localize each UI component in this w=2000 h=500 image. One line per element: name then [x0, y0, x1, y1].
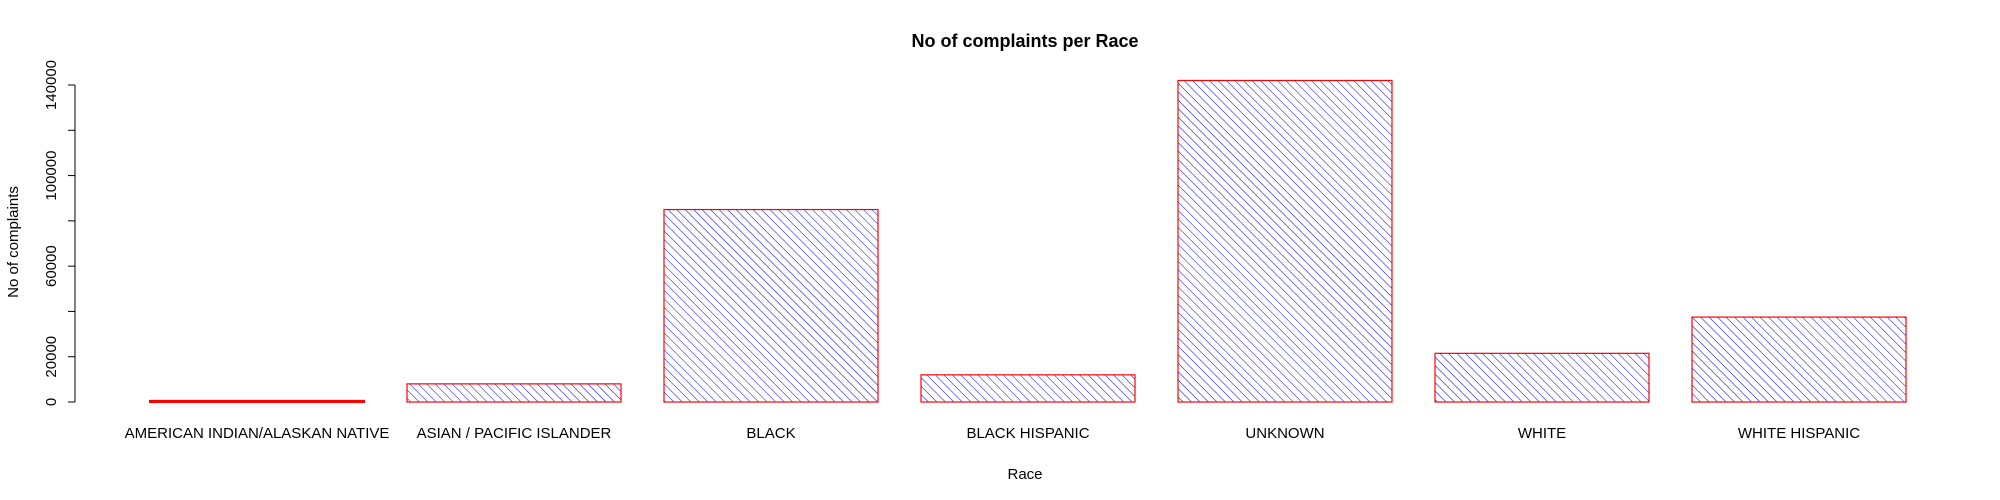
y-tick-label: 20000: [43, 336, 60, 378]
x-tick-labels: AMERICAN INDIAN/ALASKAN NATIVE ASIAN / PA…: [125, 425, 1861, 442]
chart-title: No of complaints per Race: [911, 31, 1138, 51]
bar: [920, 374, 1136, 403]
bar: [406, 383, 622, 403]
x-tick-label: WHITE: [1518, 425, 1566, 442]
bar-fill: [1692, 317, 1906, 402]
y-axis-label: No of complaints: [5, 186, 22, 298]
x-axis-label: Race: [1007, 466, 1042, 483]
x-tick-label: BLACK HISPANIC: [966, 425, 1089, 442]
y-tick-label: 60000: [43, 245, 60, 287]
bar: [1434, 352, 1650, 403]
y-tick-label: 140000: [43, 60, 60, 110]
bar-fill: [407, 383, 621, 402]
x-tick-label: WHITE HISPANIC: [1738, 425, 1860, 442]
y-tick-label: 100000: [43, 151, 60, 201]
y-axis: 0 20000 60000 100000 140000: [43, 60, 76, 406]
bar-fill: [1435, 353, 1649, 402]
x-tick-label: BLACK: [746, 425, 795, 442]
bar: [1177, 79, 1393, 403]
bar: [1691, 316, 1907, 403]
bar-fill: [664, 209, 878, 402]
bar: [663, 208, 879, 403]
bar-fill: [1178, 80, 1392, 402]
bar: [149, 399, 365, 404]
bars-group: [149, 79, 1907, 404]
x-tick-label: AMERICAN INDIAN/ALASKAN NATIVE: [125, 425, 390, 442]
x-tick-label: ASIAN / PACIFIC ISLANDER: [417, 425, 612, 442]
bar-fill: [921, 374, 1135, 402]
x-tick-label: UNKNOWN: [1245, 425, 1324, 442]
y-tick-label: 0: [43, 398, 60, 406]
